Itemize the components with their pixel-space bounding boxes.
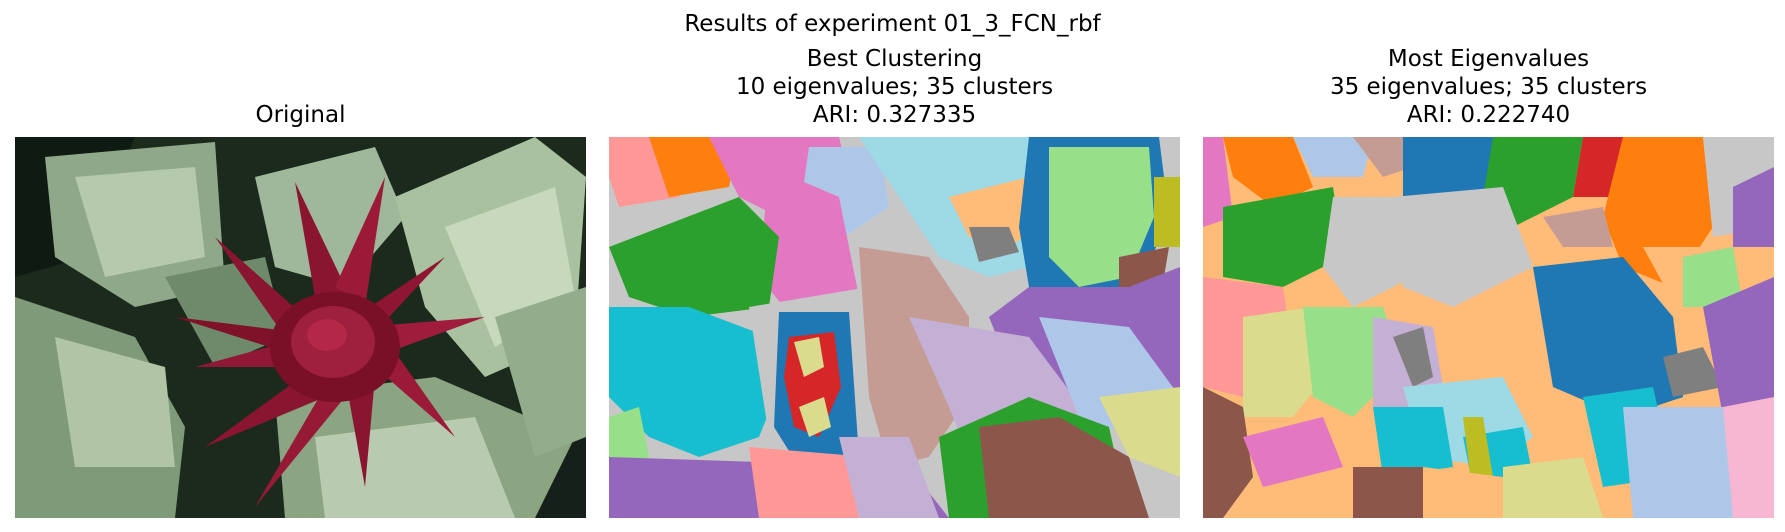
bromeliad-photo [15, 137, 586, 518]
title-line: 35 eigenvalues; 35 clusters [1329, 74, 1648, 100]
segmentation-map-best [609, 137, 1180, 518]
panel-title-most-eigenvalues: Most Eigenvalues 35 eigenvalues; 35 clus… [1203, 45, 1774, 129]
segmentation-best-svg [609, 137, 1180, 518]
title-line: ARI: 0.327335 [812, 102, 977, 128]
title-line: Best Clustering [806, 46, 983, 72]
original-image [15, 137, 586, 518]
panel-most-eigenvalues: Most Eigenvalues 35 eigenvalues; 35 clus… [1203, 0, 1774, 532]
flower [175, 177, 485, 507]
panel-best-clustering: Best Clustering 10 eigenvalues; 35 clust… [609, 0, 1180, 532]
title-line: ARI: 0.222740 [1406, 102, 1571, 128]
panel-original: Original [15, 0, 586, 532]
title-line: Most Eigenvalues [1387, 46, 1590, 72]
segmentation-most-svg [1203, 137, 1774, 518]
segmentation-map-most [1203, 137, 1774, 518]
panel-title-best-clustering: Best Clustering 10 eigenvalues; 35 clust… [609, 45, 1180, 129]
title-line: 10 eigenvalues; 35 clusters [735, 74, 1054, 100]
panel-title-original: Original [15, 101, 586, 129]
title-line: Original [255, 102, 346, 128]
figure-suptitle: Results of experiment 01_3_FCN_rbf [684, 11, 1101, 37]
